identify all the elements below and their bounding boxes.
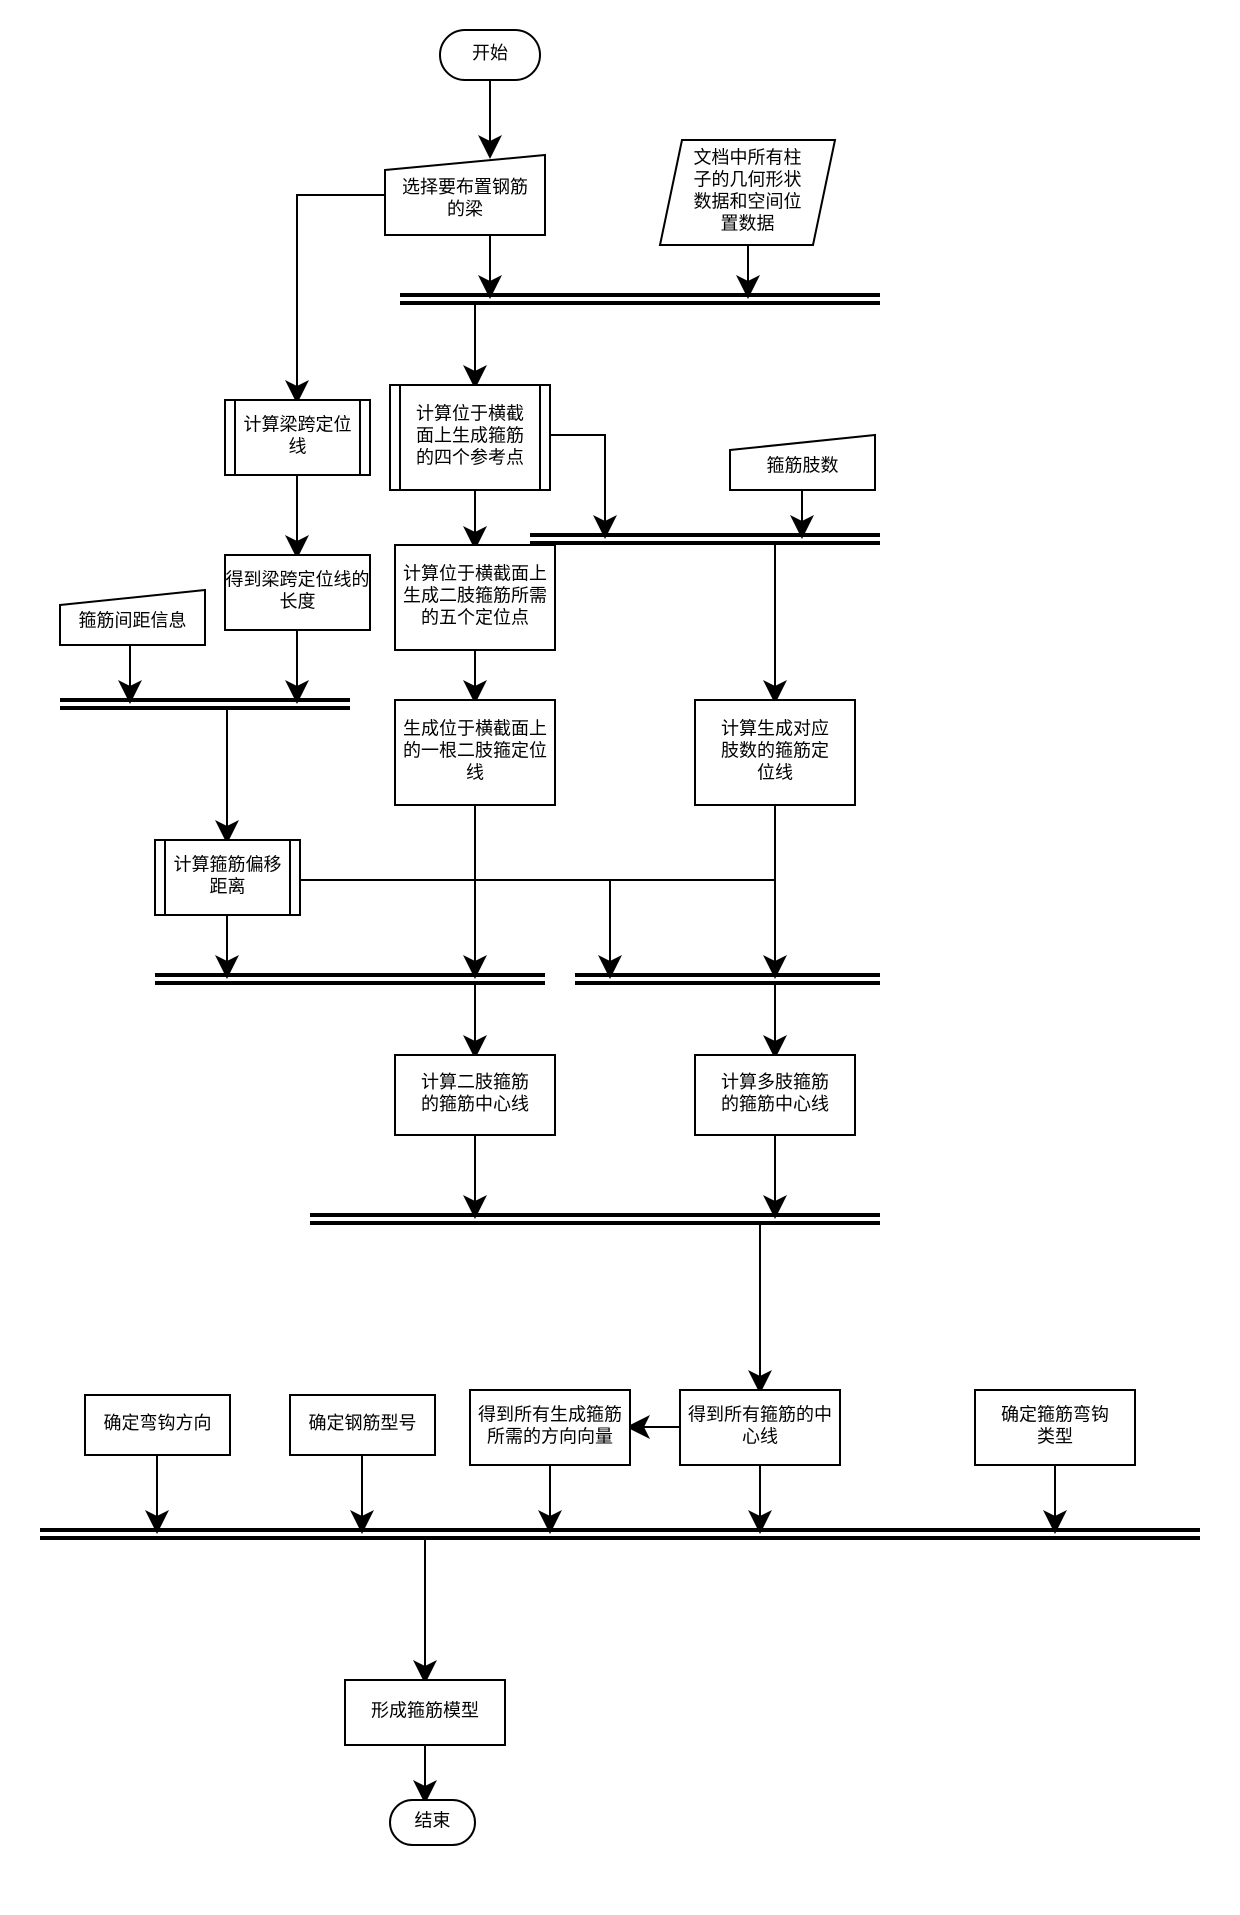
svg-text:的梁: 的梁 — [447, 199, 483, 219]
svg-text:形成箍筋模型: 形成箍筋模型 — [371, 1701, 479, 1721]
svg-text:位线: 位线 — [757, 763, 793, 783]
svg-text:确定箍筋弯钩: 确定箍筋弯钩 — [1001, 1405, 1109, 1425]
svg-text:面上生成箍筋: 面上生成箍筋 — [416, 426, 524, 446]
svg-text:计算位于横截: 计算位于横截 — [416, 404, 524, 424]
svg-text:计算二肢箍筋: 计算二肢箍筋 — [421, 1072, 529, 1092]
svg-text:距离: 距离 — [210, 877, 246, 897]
svg-text:的四个参考点: 的四个参考点 — [416, 448, 524, 468]
flowchart-canvas: 开始选择要布置钢筋的梁文档中所有柱子的几何形状数据和空间位置数据计算梁跨定位线计… — [0, 0, 1240, 1915]
svg-text:确定弯钩方向: 确定弯钩方向 — [104, 1413, 212, 1433]
svg-text:的一根二肢箍定位: 的一根二肢箍定位 — [403, 741, 547, 761]
svg-text:计算生成对应: 计算生成对应 — [721, 719, 829, 739]
svg-text:计算箍筋偏移: 计算箍筋偏移 — [174, 855, 282, 875]
svg-text:计算梁跨定位: 计算梁跨定位 — [244, 415, 352, 435]
svg-text:箍筋肢数: 箍筋肢数 — [767, 456, 839, 476]
svg-text:心线: 心线 — [742, 1427, 778, 1447]
svg-text:的箍筋中心线: 的箍筋中心线 — [421, 1094, 529, 1114]
svg-text:文档中所有柱: 文档中所有柱 — [694, 148, 802, 168]
svg-text:箍筋间距信息: 箍筋间距信息 — [79, 611, 187, 631]
svg-text:线: 线 — [289, 437, 307, 457]
svg-text:结束: 结束 — [415, 1811, 451, 1831]
svg-text:计算多肢箍筋: 计算多肢箍筋 — [721, 1072, 829, 1092]
svg-text:选择要布置钢筋: 选择要布置钢筋 — [402, 177, 528, 197]
svg-text:线: 线 — [466, 763, 484, 783]
svg-text:所需的方向向量: 所需的方向向量 — [487, 1427, 613, 1447]
svg-text:类型: 类型 — [1037, 1427, 1073, 1447]
svg-text:肢数的箍筋定: 肢数的箍筋定 — [721, 741, 829, 761]
svg-text:计算位于横截面上: 计算位于横截面上 — [403, 564, 547, 584]
svg-text:确定钢筋型号: 确定钢筋型号 — [309, 1413, 417, 1433]
svg-text:得到所有生成箍筋: 得到所有生成箍筋 — [478, 1405, 622, 1425]
svg-text:子的几何形状: 子的几何形状 — [694, 170, 802, 190]
svg-text:置数据: 置数据 — [721, 214, 775, 234]
svg-text:的箍筋中心线: 的箍筋中心线 — [721, 1094, 829, 1114]
svg-text:开始: 开始 — [472, 43, 508, 63]
svg-text:得到梁跨定位线的: 得到梁跨定位线的 — [226, 570, 370, 590]
svg-text:生成二肢箍筋所需: 生成二肢箍筋所需 — [403, 586, 547, 606]
svg-text:数据和空间位: 数据和空间位 — [694, 192, 802, 212]
svg-text:的五个定位点: 的五个定位点 — [421, 608, 529, 628]
svg-text:生成位于横截面上: 生成位于横截面上 — [403, 719, 547, 739]
svg-text:长度: 长度 — [280, 592, 316, 612]
svg-text:得到所有箍筋的中: 得到所有箍筋的中 — [688, 1405, 832, 1425]
